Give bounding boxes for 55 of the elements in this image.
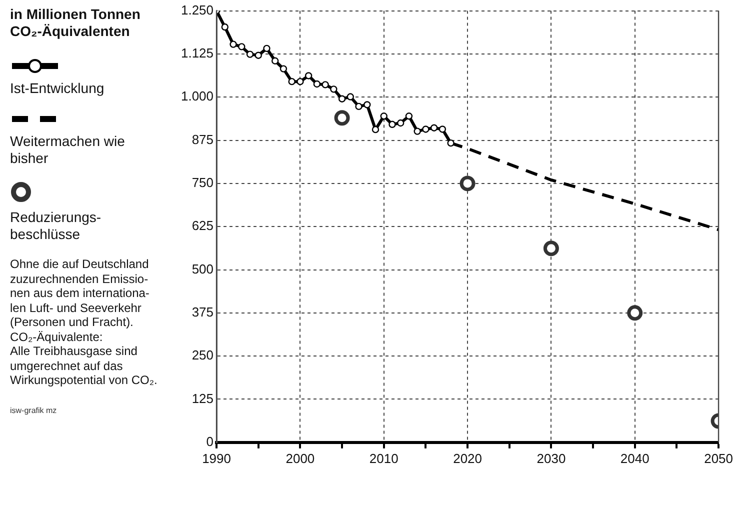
text: in Millionen Tonnen CO₂-Äquivalenten: [10, 6, 142, 40]
y-tick-label: 1.250: [180, 2, 214, 18]
point: [422, 126, 430, 133]
legend-label: Ist-Entwicklung: [10, 80, 106, 97]
x-tick-label: 2000: [286, 450, 315, 466]
point: [288, 78, 296, 86]
point: [322, 81, 329, 88]
x-tick-label: 2010: [369, 450, 398, 466]
point: [238, 43, 246, 50]
point: [397, 119, 404, 127]
x-tick-label: 2020: [453, 450, 482, 466]
point: [543, 240, 559, 256]
x-tick-label: 2030: [536, 450, 566, 466]
point: [355, 102, 362, 110]
text: Ohne die auf Deutschland zuzurechnenden Emissio- nen aus dem internationa- len Luft- und Seeverkehr (Personen und Fracht). CO₂-Äquivalente: Alle Treibhausgase sind umgerechnet auf das Wirkungspotential von CO₂.: [10, 257, 158, 387]
point: [460, 176, 476, 192]
point: [246, 50, 254, 58]
point: [280, 65, 288, 72]
point: [346, 93, 354, 100]
point: [405, 112, 413, 120]
legend-label: Reduzierungs-beschlüsse: [10, 209, 102, 243]
point: [221, 23, 228, 31]
point: [364, 101, 371, 108]
text: isw-grafik mz: [10, 406, 58, 414]
point: [447, 139, 454, 147]
point: [296, 78, 304, 86]
y-tick-label: 125: [192, 390, 214, 406]
x-tick-label: 2040: [620, 450, 650, 466]
y-tick-label: 1.125: [180, 46, 214, 61]
point: [627, 305, 643, 321]
point: [304, 72, 312, 80]
y-tick-label: 0: [206, 434, 214, 449]
point: [230, 40, 237, 48]
point: [334, 110, 350, 126]
point: [414, 128, 421, 135]
point: [254, 52, 262, 59]
point: [338, 95, 346, 102]
y-tick-label: 625: [192, 218, 214, 234]
point: [313, 80, 321, 88]
y-tick-label: 375: [192, 304, 214, 320]
y-tick-label: 875: [192, 132, 214, 147]
point: [388, 120, 396, 128]
point: [263, 44, 270, 52]
point: [430, 124, 438, 132]
y-tick-label: 1.000: [180, 88, 214, 104]
legend-label: Weitermachen wie bisher: [10, 133, 126, 167]
x-tick-label: 1990: [202, 450, 231, 466]
point: [272, 57, 279, 64]
point: [380, 112, 388, 120]
y-tick-label: 750: [192, 175, 214, 190]
point: [330, 86, 338, 93]
point: [438, 126, 446, 133]
y-tick-label: 250: [192, 348, 214, 363]
y-tick-label: 500: [192, 261, 214, 276]
x-tick-label: 2050: [704, 450, 733, 466]
